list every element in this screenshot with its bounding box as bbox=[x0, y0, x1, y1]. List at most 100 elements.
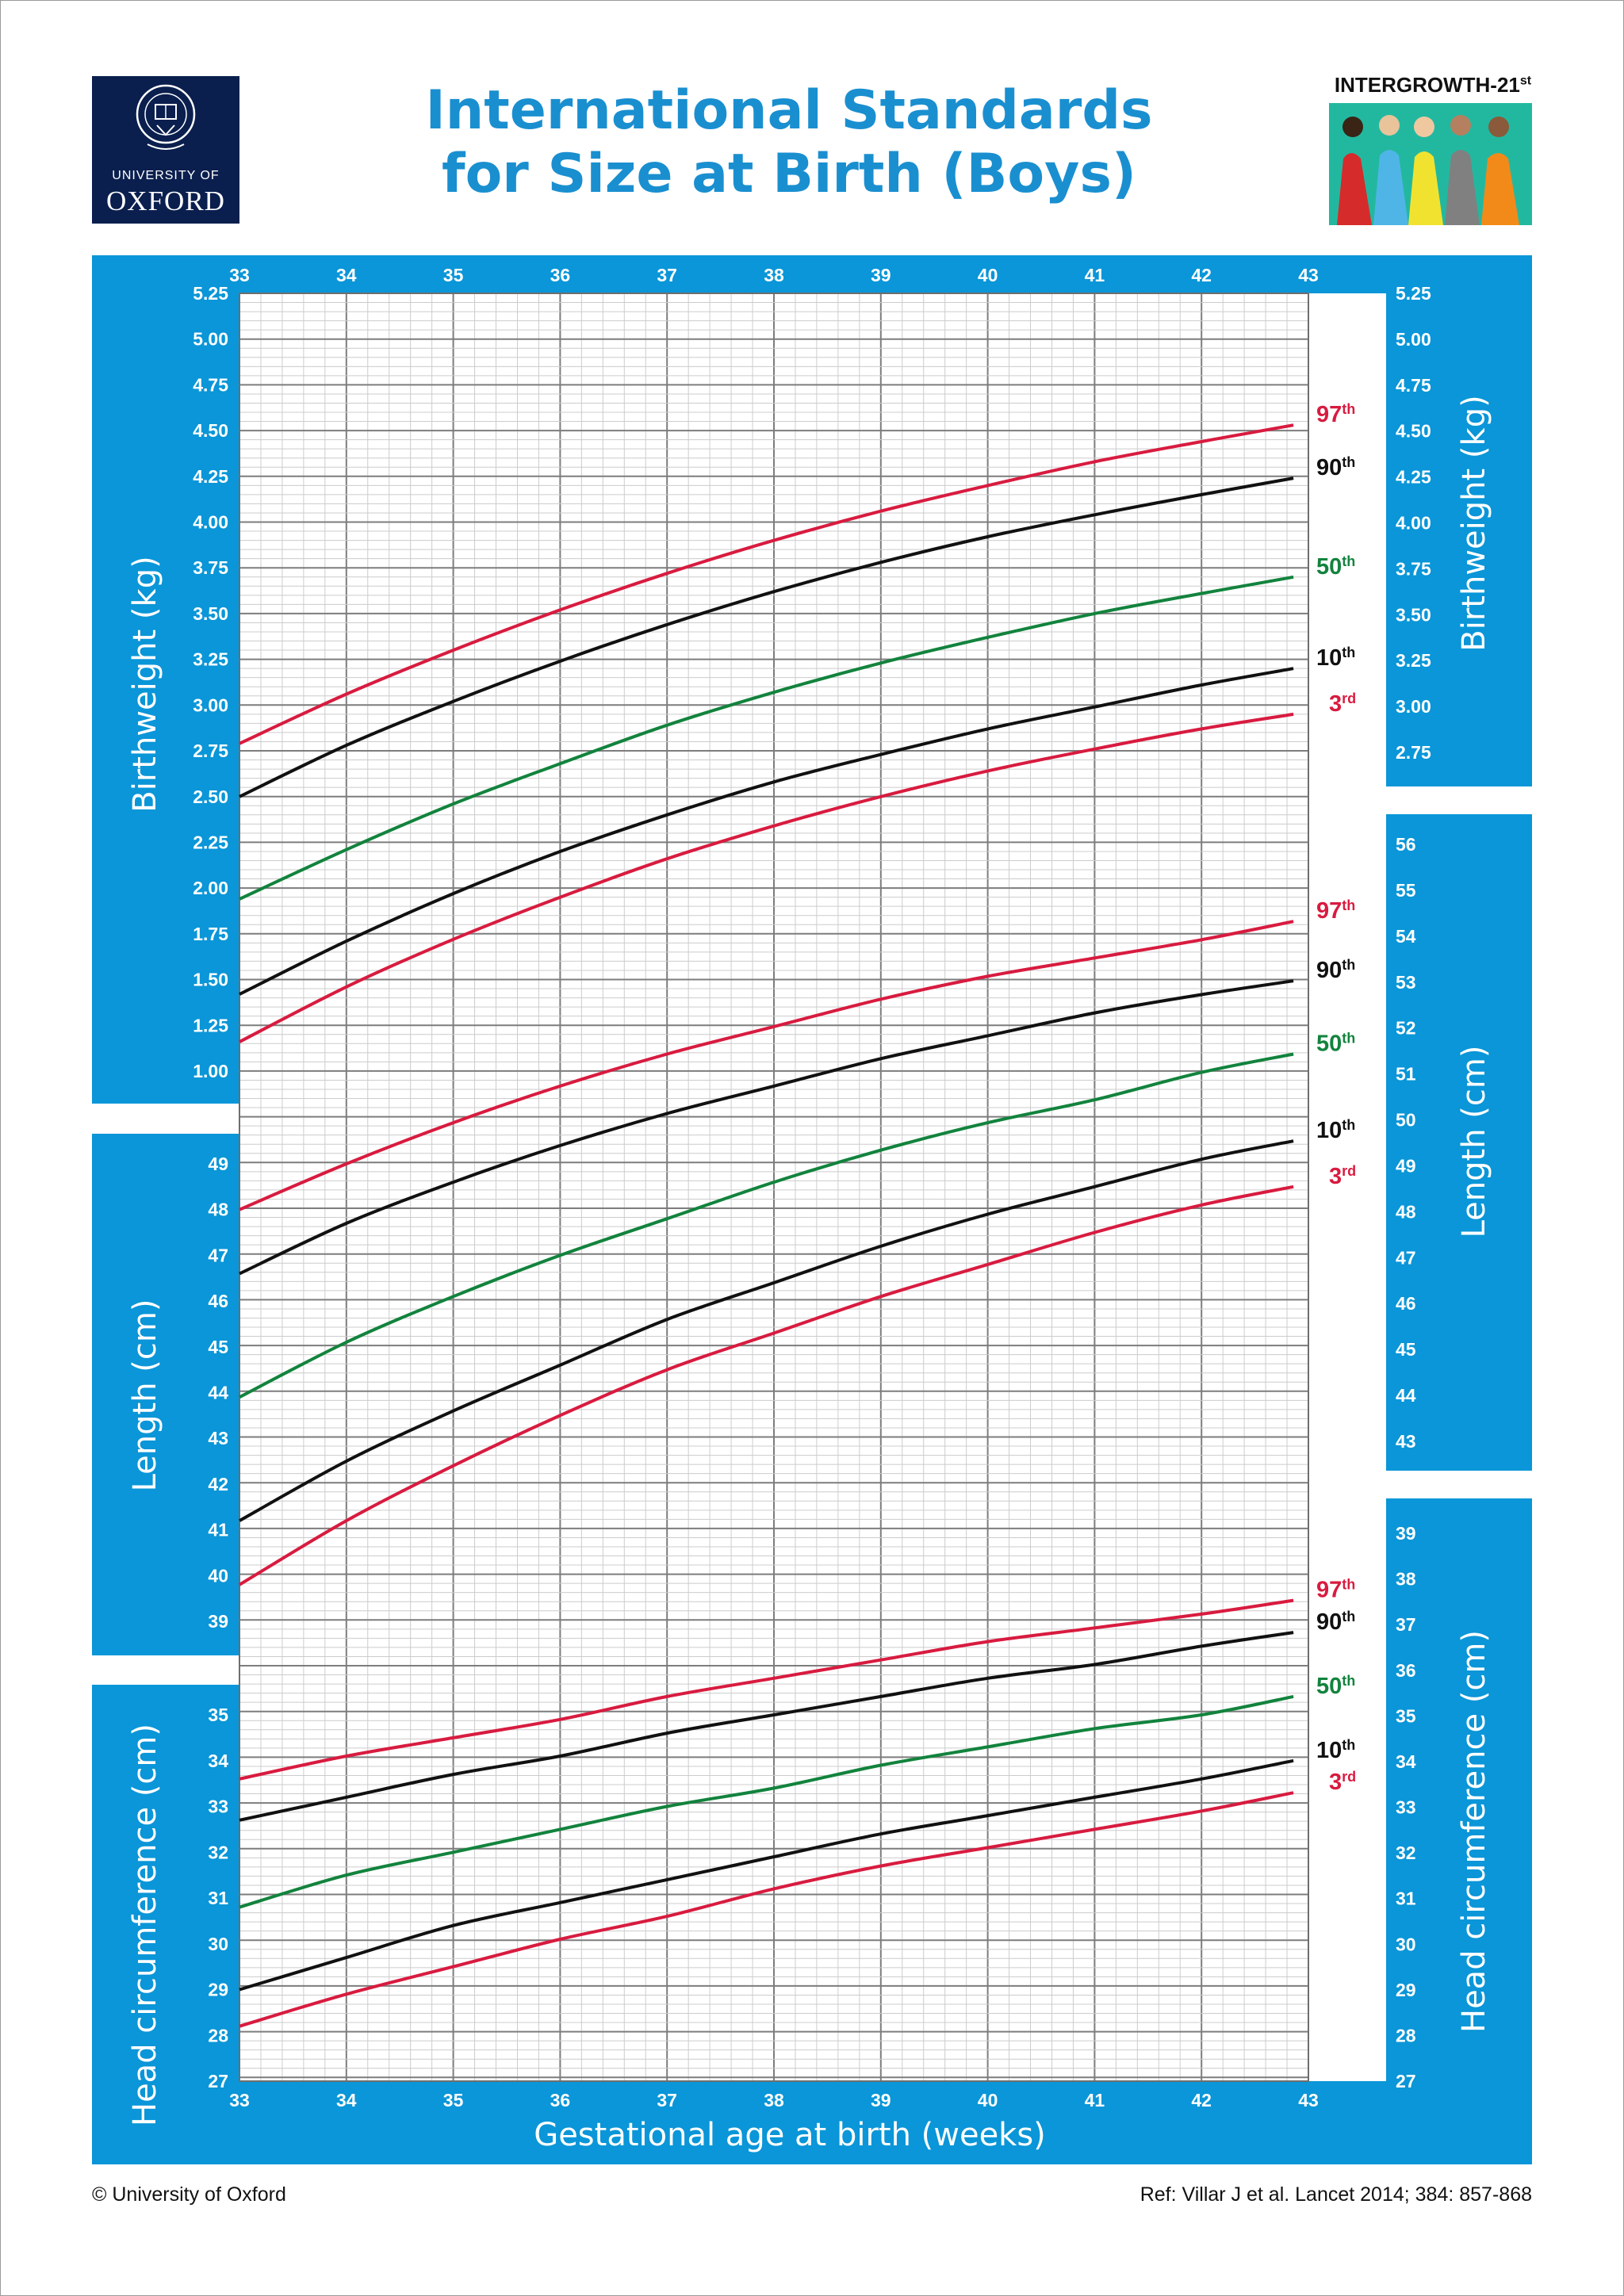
x-tick-top: 36 bbox=[550, 265, 571, 285]
x-tick-top: 41 bbox=[1085, 265, 1105, 285]
y-axis-title-right: Length (cm) bbox=[1456, 1046, 1492, 1238]
y-tick-left: 2.00 bbox=[193, 878, 228, 898]
y-tick-left: 47 bbox=[208, 1245, 228, 1265]
blue-panels bbox=[92, 255, 1532, 2164]
y-tick-right: 50 bbox=[1396, 1110, 1416, 1131]
y-tick-left: 3.25 bbox=[193, 649, 228, 670]
chart-labels: 33 33 34 34 35 35 36 36 37 37 38 38 39 39 40 40 41 41 42 42… bbox=[127, 265, 1492, 2153]
percentile-label-50th: 50th bbox=[1316, 1031, 1355, 1057]
curve-birthweight-97th bbox=[239, 423, 1294, 745]
y-tick-left: 2.25 bbox=[193, 832, 228, 852]
x-tick-top: 38 bbox=[764, 265, 784, 285]
y-tick-right: 56 bbox=[1396, 834, 1416, 855]
intergrowth-sup: st bbox=[1519, 74, 1532, 88]
x-tick-bottom: 42 bbox=[1191, 2090, 1212, 2110]
y-tick-right: 4.25 bbox=[1396, 467, 1431, 488]
y-tick-left: 46 bbox=[208, 1291, 228, 1311]
title-line-2: for Size at Birth (Boys) bbox=[442, 143, 1136, 205]
curve-length-97th bbox=[239, 920, 1294, 1211]
y-tick-left: 48 bbox=[208, 1200, 228, 1220]
x-tick-bottom: 41 bbox=[1085, 2090, 1105, 2110]
y-tick-left: 32 bbox=[208, 1842, 228, 1862]
y-tick-right: 4.00 bbox=[1396, 513, 1431, 534]
label-column bbox=[1308, 293, 1386, 2081]
y-tick-left: 29 bbox=[208, 1980, 228, 2000]
intergrowth-text: INTERGROWTH-21 bbox=[1334, 73, 1520, 97]
percentile-label-3rd: 3rd bbox=[1329, 1163, 1356, 1189]
x-tick-bottom: 34 bbox=[336, 2090, 357, 2110]
x-axis-top-band bbox=[92, 255, 1532, 293]
percentile-label-97th: 97th bbox=[1316, 401, 1355, 427]
y-tick-right: 53 bbox=[1396, 972, 1416, 993]
y-tick-right: 54 bbox=[1396, 926, 1416, 947]
y-tick-left: 35 bbox=[208, 1705, 228, 1725]
x-tick-top: 40 bbox=[978, 265, 998, 285]
left-panel-head bbox=[92, 1685, 239, 2164]
percentile-label-10th: 10th bbox=[1316, 645, 1355, 671]
y-tick-left: 5.25 bbox=[193, 283, 228, 304]
y-axis-title-right: Birthweight (kg) bbox=[1456, 395, 1492, 651]
copyright-text: © University of Oxford bbox=[92, 2183, 286, 2206]
x-tick-top: 42 bbox=[1191, 265, 1212, 285]
curve-head-10th bbox=[239, 1758, 1294, 1992]
y-axis-title-right: Head circumference (cm) bbox=[1456, 1630, 1492, 2033]
percentile-label-97th: 97th bbox=[1316, 1577, 1355, 1603]
y-tick-left: 1.50 bbox=[193, 970, 228, 990]
intergrowth-label: INTERGROWTH-21st bbox=[1326, 73, 1540, 98]
percentile-label-90th: 90th bbox=[1316, 454, 1355, 480]
y-tick-left: 2.50 bbox=[193, 786, 228, 807]
y-tick-right: 34 bbox=[1396, 1751, 1416, 1772]
y-tick-right: 35 bbox=[1396, 1705, 1416, 1726]
title-line-1: International Standards bbox=[425, 79, 1153, 142]
x-tick-top: 37 bbox=[657, 265, 677, 285]
x-tick-top: 43 bbox=[1298, 265, 1319, 285]
x-tick-bottom: 40 bbox=[978, 2090, 998, 2110]
y-tick-right: 37 bbox=[1396, 1614, 1416, 1635]
y-tick-right: 46 bbox=[1396, 1293, 1416, 1314]
x-tick-top: 34 bbox=[336, 265, 357, 285]
y-tick-left: 27 bbox=[208, 2071, 228, 2091]
y-tick-left: 33 bbox=[208, 1797, 228, 1817]
chart-grid bbox=[239, 293, 1309, 2082]
y-tick-right: 44 bbox=[1396, 1385, 1416, 1406]
y-tick-left: 41 bbox=[208, 1520, 228, 1540]
oxford-university-of: UNIVERSITY OF bbox=[112, 169, 220, 182]
curve-length-3rd bbox=[238, 1184, 1294, 1586]
y-tick-right: 27 bbox=[1396, 2071, 1416, 2091]
curve-length-10th bbox=[239, 1139, 1294, 1522]
curve-birthweight-50th bbox=[239, 575, 1294, 901]
y-tick-right: 51 bbox=[1396, 1064, 1416, 1085]
intergrowth-women-illustration bbox=[1329, 103, 1532, 225]
y-tick-right: 32 bbox=[1396, 1843, 1416, 1863]
y-tick-right: 4.75 bbox=[1396, 375, 1431, 396]
x-tick-bottom: 37 bbox=[657, 2090, 677, 2110]
y-tick-right: 38 bbox=[1396, 1569, 1416, 1590]
y-tick-left: 4.50 bbox=[193, 420, 228, 441]
y-tick-right: 45 bbox=[1396, 1339, 1416, 1360]
curve-length-90th bbox=[239, 979, 1294, 1276]
reference-text: Ref: Villar J et al. Lancet 2014; 384: 8… bbox=[1139, 2183, 1532, 2206]
oxford-crest-icon bbox=[136, 84, 196, 150]
percentile-label-50th: 50th bbox=[1316, 553, 1355, 580]
curve-birthweight-3rd bbox=[239, 712, 1294, 1043]
x-tick-top: 33 bbox=[229, 265, 250, 285]
right-panel-length bbox=[1386, 814, 1532, 1471]
y-tick-left: 3.75 bbox=[193, 557, 228, 578]
y-tick-left: 28 bbox=[208, 2025, 228, 2045]
y-tick-left: 42 bbox=[208, 1474, 228, 1494]
y-tick-right: 29 bbox=[1396, 1980, 1416, 2000]
right-panel-head bbox=[1386, 1498, 1532, 2164]
y-tick-left: 43 bbox=[208, 1428, 228, 1448]
y-tick-right: 47 bbox=[1396, 1247, 1416, 1268]
y-tick-left: 40 bbox=[208, 1565, 228, 1586]
oxford-wordmark: OXFORD bbox=[106, 186, 225, 216]
y-tick-right: 5.00 bbox=[1396, 329, 1431, 350]
y-tick-right: 2.75 bbox=[1396, 742, 1431, 763]
y-tick-right: 33 bbox=[1396, 1797, 1416, 1818]
y-tick-left: 3.00 bbox=[193, 695, 228, 715]
curve-birthweight-10th bbox=[239, 667, 1294, 996]
curve-length-50th bbox=[239, 1052, 1294, 1399]
x-axis-label: Gestational age at birth (weeks) bbox=[534, 2117, 1046, 2153]
left-panel-birthweight bbox=[92, 255, 239, 1104]
